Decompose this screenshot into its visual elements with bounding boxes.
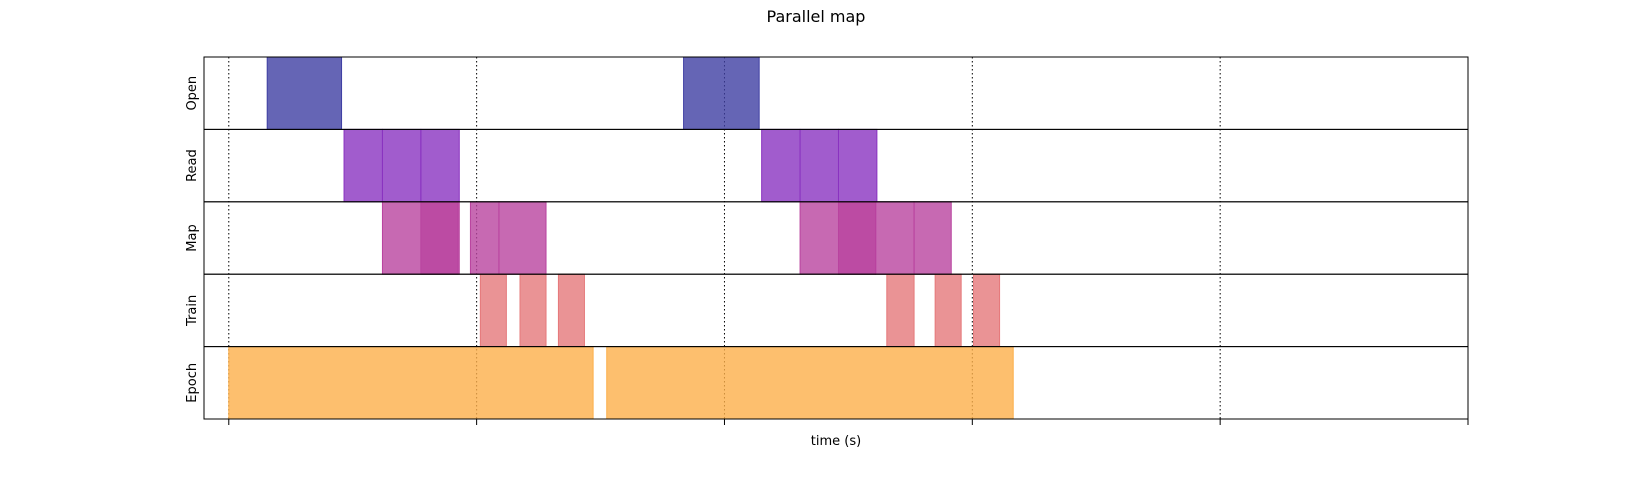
- bar-read-5: [837, 128, 878, 203]
- lane-frame-epoch: [203, 346, 1469, 420]
- bar-train-2: [557, 273, 585, 348]
- lane-label-train: Train: [185, 295, 200, 327]
- bar-map-2: [469, 201, 500, 275]
- bar-train-1: [519, 273, 547, 348]
- bar-train-4: [934, 273, 962, 348]
- lane-label-read: Read: [185, 149, 200, 182]
- lane-labels: Open Read Map Train Epoch: [185, 76, 200, 403]
- bar-train-3: [886, 273, 915, 348]
- lane-label-map: Map: [185, 224, 200, 251]
- lane-label-open: Open: [185, 76, 200, 111]
- x-ticks: [228, 419, 1469, 425]
- lane-frames: [203, 56, 1469, 420]
- bar-train-0: [479, 273, 507, 348]
- bar-map-7: [913, 201, 952, 275]
- bar-read-1: [381, 128, 422, 203]
- bar-read-2: [420, 128, 460, 203]
- interval-bars: [228, 56, 1014, 420]
- lane-label-epoch: Epoch: [185, 363, 200, 403]
- bar-map-3: [498, 201, 547, 275]
- bar-open-0: [266, 56, 343, 130]
- bar-epoch-0: [228, 346, 594, 420]
- bar-open-1: [683, 56, 760, 130]
- bar-read-3: [761, 128, 801, 203]
- lane-frame-open: [203, 56, 1469, 130]
- bar-train-5: [973, 273, 1001, 348]
- bar-read-0: [343, 128, 383, 203]
- lane-frame-train: [203, 273, 1469, 348]
- chart-title: Parallel map: [767, 7, 866, 26]
- bar-map-5: [837, 201, 877, 275]
- bar-epoch-1: [606, 346, 1014, 420]
- x-axis-label: time (s): [811, 434, 861, 449]
- bar-map-1: [420, 201, 459, 275]
- bar-map-6: [875, 201, 915, 275]
- bar-read-4: [799, 128, 839, 203]
